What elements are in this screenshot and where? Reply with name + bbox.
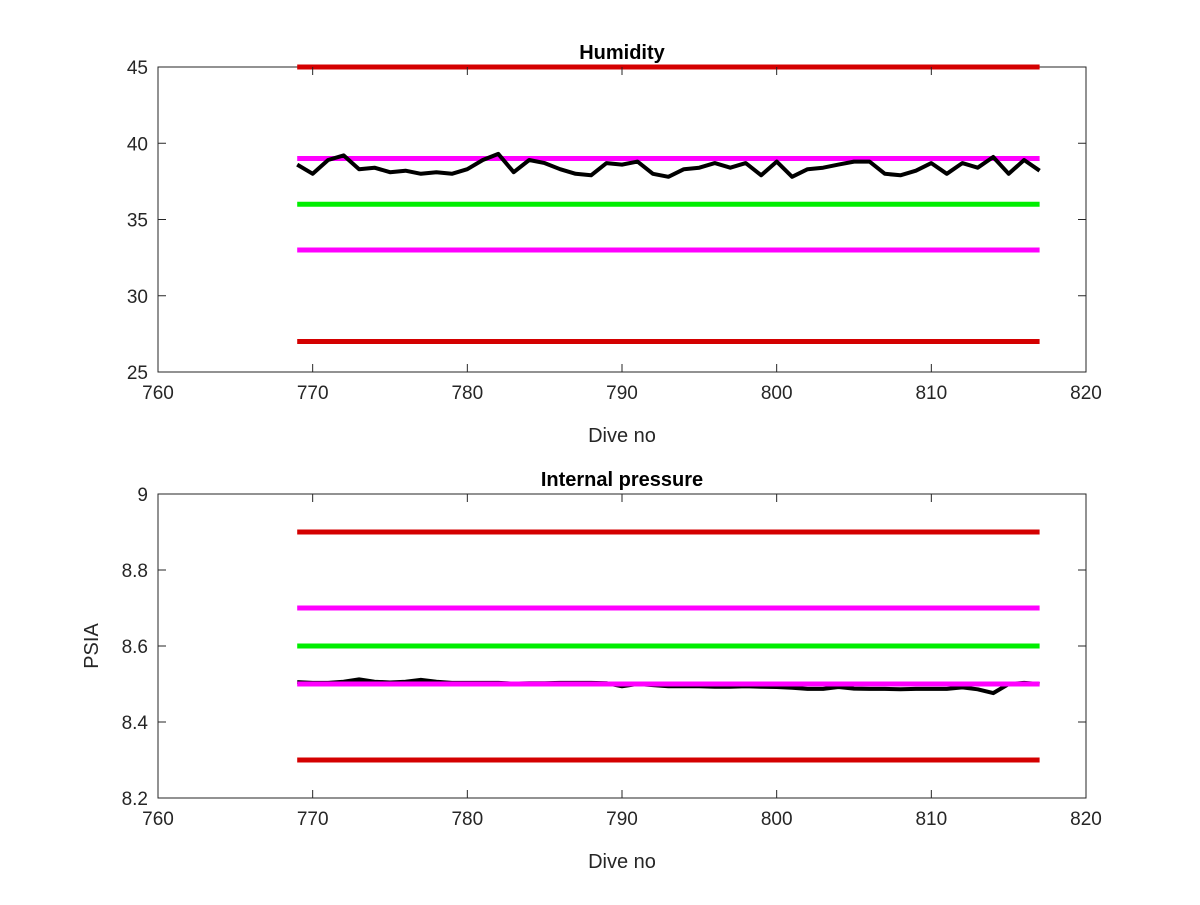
y-tick-label: 40 bbox=[127, 134, 148, 155]
y-tick-label: 45 bbox=[127, 58, 148, 79]
x-tick-label: 770 bbox=[297, 383, 329, 404]
internal-pressure-chart: 760 770 780 790 800 810 820 8.2 8.4 8.6 8.8 9 Intern… bbox=[81, 469, 1102, 873]
plot-area bbox=[296, 64, 1041, 344]
humidity-chart: 760 770 780 790 800 810 820 25 30 35 40 45 Humidity D… bbox=[127, 42, 1102, 447]
x-tick-label: 820 bbox=[1070, 383, 1102, 404]
axes-box bbox=[157, 66, 1087, 373]
y-tick-label: 8.4 bbox=[122, 713, 149, 734]
chart-title: Humidity bbox=[579, 42, 665, 64]
x-tick-label: 780 bbox=[451, 809, 483, 830]
x-tick-label: 760 bbox=[142, 383, 174, 404]
x-tick-label: 790 bbox=[606, 809, 638, 830]
x-tick-label: 800 bbox=[761, 383, 793, 404]
y-axis-label: PSIA bbox=[81, 623, 103, 669]
x-tick-label: 820 bbox=[1070, 809, 1102, 830]
chart-title: Internal pressure bbox=[541, 469, 703, 491]
x-tick-label: 780 bbox=[451, 383, 483, 404]
x-axis-label: Dive no bbox=[588, 851, 656, 873]
y-tick-label: 35 bbox=[127, 211, 148, 232]
y-tick-label: 9 bbox=[137, 485, 148, 506]
y-tick-label: 30 bbox=[127, 287, 148, 308]
x-tick-label: 760 bbox=[142, 809, 174, 830]
plot-area bbox=[297, 529, 1040, 763]
x-tick-label: 800 bbox=[761, 809, 793, 830]
y-tick-label: 25 bbox=[127, 363, 148, 384]
measured-line bbox=[296, 151, 1041, 179]
x-tick-label: 790 bbox=[606, 383, 638, 404]
x-tick-label: 810 bbox=[915, 383, 947, 404]
x-tick-label: 770 bbox=[297, 809, 329, 830]
y-tick-label: 8.2 bbox=[122, 789, 148, 810]
x-tick-label: 810 bbox=[915, 809, 947, 830]
x-axis-label: Dive no bbox=[588, 425, 656, 447]
y-tick-label: 8.6 bbox=[122, 637, 148, 658]
y-tick-label: 8.8 bbox=[122, 561, 148, 582]
